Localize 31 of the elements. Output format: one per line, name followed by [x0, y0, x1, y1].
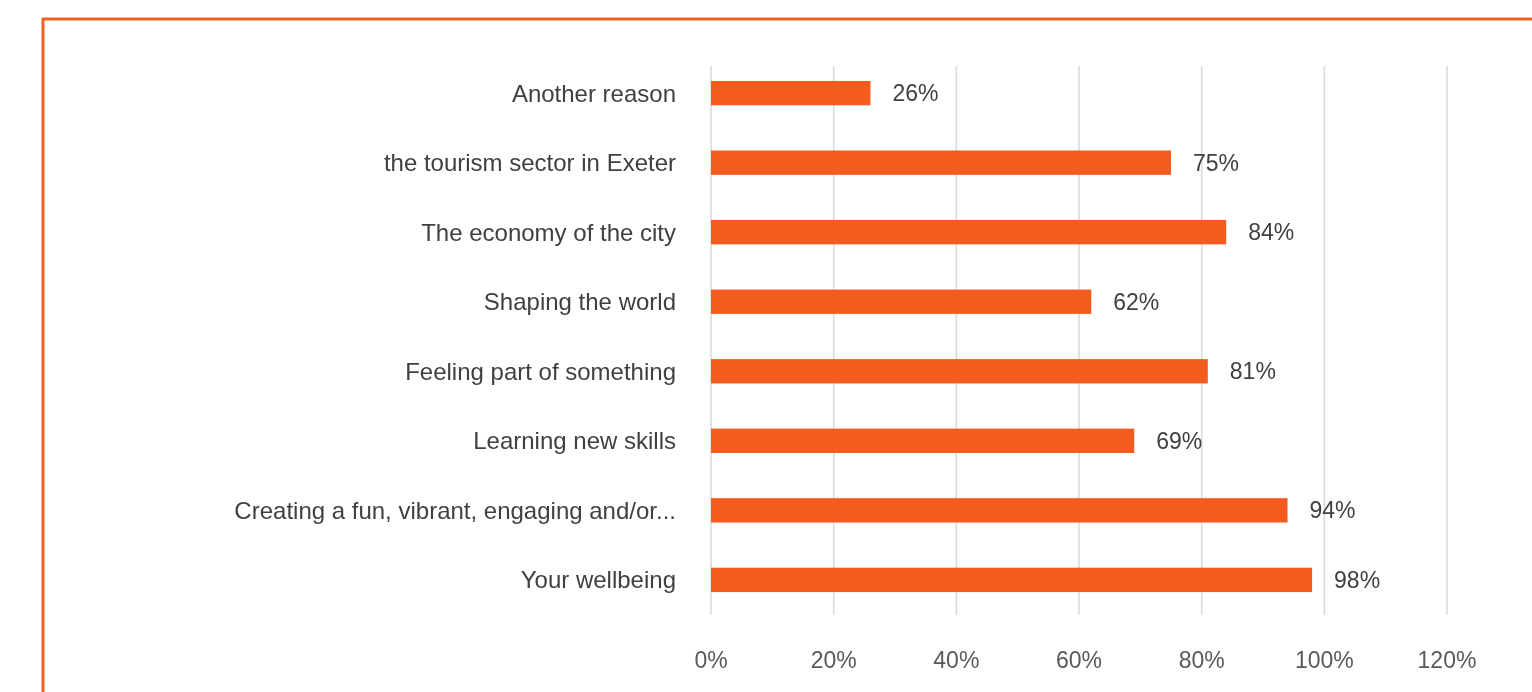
- x-tick-label: 0%: [694, 647, 728, 673]
- y-tick-label: Another reason: [511, 79, 676, 107]
- y-tick-label: Your wellbeing: [520, 566, 676, 594]
- data-label: 84%: [1248, 219, 1295, 246]
- y-tick-label: The economy of the city: [421, 218, 676, 246]
- data-label: 26%: [892, 80, 939, 107]
- data-label: 62%: [1113, 288, 1160, 315]
- data-label: 69%: [1156, 427, 1203, 454]
- data-label: 94%: [1309, 497, 1356, 524]
- data-label: 75%: [1193, 149, 1240, 176]
- bar: [711, 220, 1227, 245]
- x-tick-label: 120%: [1417, 647, 1477, 673]
- x-tick-label: 80%: [1178, 647, 1225, 673]
- x-tick-label: 20%: [810, 647, 857, 673]
- bar: [711, 150, 1171, 175]
- bar: [711, 428, 1135, 453]
- x-tick-label: 100%: [1294, 647, 1354, 673]
- y-tick-label: the tourism sector in Exeter: [383, 149, 676, 177]
- bar: [711, 80, 871, 106]
- data-label: 98%: [1334, 566, 1381, 593]
- y-tick-label: Creating a fun, vibrant, engaging and/or...: [234, 496, 676, 524]
- data-label: 81%: [1229, 358, 1276, 385]
- bar: [711, 289, 1092, 314]
- bar: [711, 567, 1313, 593]
- x-tick-label: 40%: [933, 647, 980, 673]
- y-tick-label: Learning new skills: [473, 427, 676, 455]
- y-tick-label: Feeling part of something: [405, 357, 676, 385]
- y-tick-label: Shaping the world: [483, 288, 676, 316]
- bar: [711, 359, 1208, 384]
- bar: [711, 498, 1288, 523]
- x-tick-label: 60%: [1055, 647, 1103, 673]
